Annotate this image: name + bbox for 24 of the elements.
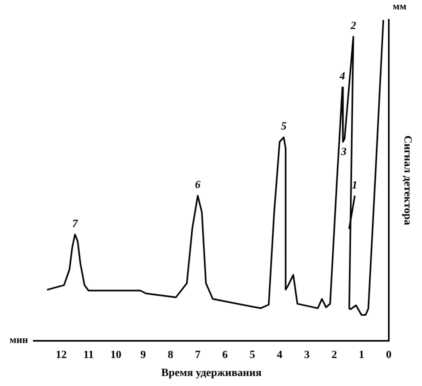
annotation: 7: [72, 218, 78, 230]
text: мин: [10, 335, 28, 346]
x-tick-label: 9: [140, 349, 146, 362]
x-tick-label: 10: [110, 349, 122, 362]
text: мм: [392, 2, 407, 13]
x-tick-label: 1: [358, 349, 364, 362]
x-tick-label: 3: [304, 349, 310, 362]
x-tick-label: 5: [250, 349, 256, 362]
annotation: 6: [195, 179, 202, 192]
annotation: 1: [352, 180, 358, 192]
annotation: 5: [280, 120, 287, 133]
x-tick-label: 12: [56, 349, 68, 362]
x-tick-label: 2: [331, 349, 338, 362]
annotation: 4: [338, 70, 346, 83]
x-tick-label: 4: [276, 349, 283, 362]
x-tick-label: 7: [195, 349, 202, 362]
x-tick-label: 11: [83, 349, 94, 362]
annotation: 3: [340, 146, 348, 158]
x-tick-label: 6: [222, 349, 228, 362]
x-tick-label: 8: [168, 349, 174, 362]
x-axis-title: Время удерживания: [161, 367, 262, 380]
x-tick-label: 0: [386, 349, 392, 362]
annotation: 2: [350, 20, 357, 32]
y-axis-title: Сигнал детектора: [402, 136, 414, 226]
